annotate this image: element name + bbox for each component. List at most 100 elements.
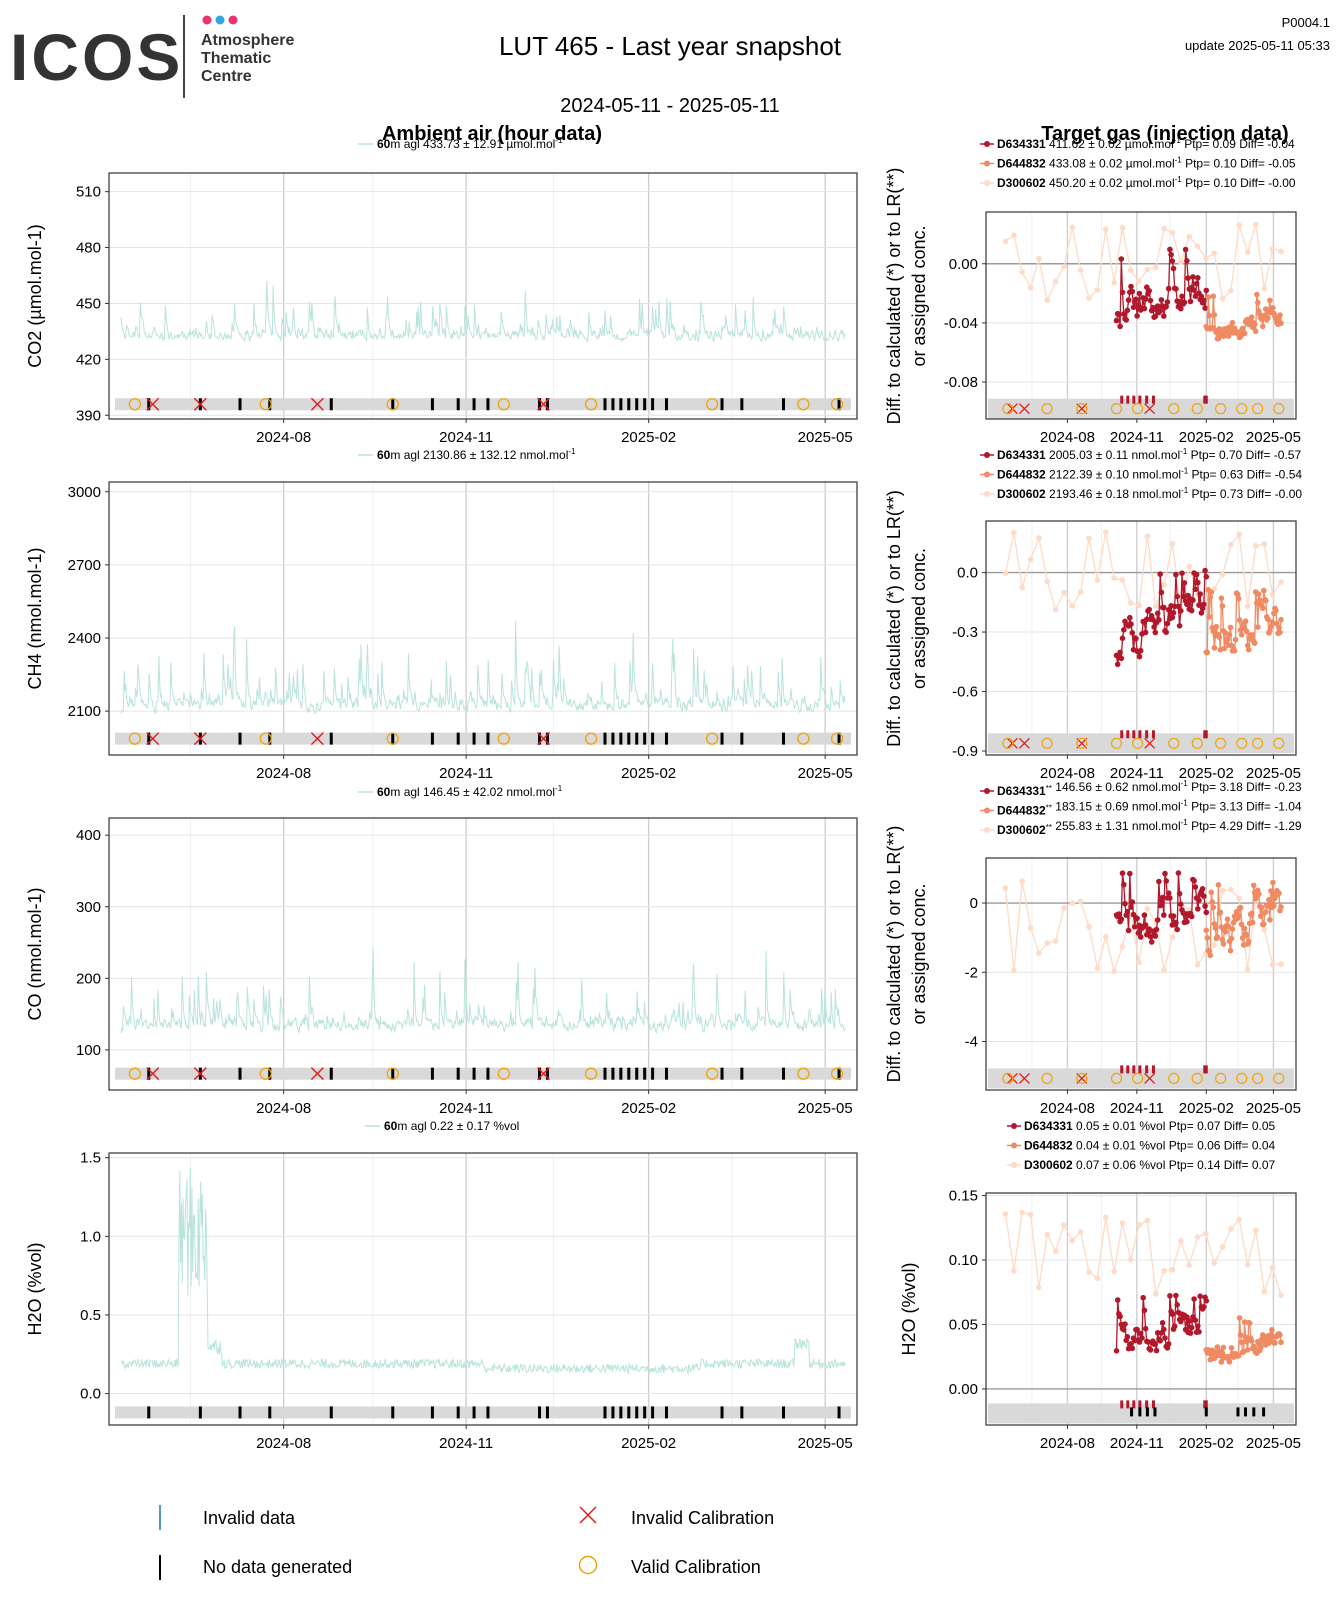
target-point [1162, 1335, 1168, 1341]
target-point [1159, 1320, 1166, 1326]
target-point [1206, 312, 1213, 319]
no-data-mark [456, 1406, 460, 1419]
target-column-title: Target gas (injection data) [1041, 123, 1288, 145]
target-point [1219, 936, 1226, 943]
target-point [1123, 317, 1129, 323]
target-point [1244, 966, 1251, 972]
target-legend-swatch [984, 452, 990, 458]
target-point [1118, 256, 1125, 262]
target-point [1152, 313, 1159, 320]
target-point [1263, 597, 1269, 604]
valid-calibration-mark [1041, 1072, 1053, 1085]
target-legend-text: D644832 433.08 ± 0.02 µmol.mol-1 Ptp= 0.… [997, 156, 1296, 171]
invalid-calibration-mark [1144, 403, 1156, 415]
target-point [1248, 1338, 1255, 1344]
no-data-mark [486, 1406, 490, 1419]
target-point [1228, 1345, 1235, 1351]
target-point [1124, 1334, 1131, 1340]
no-data-mark [627, 398, 631, 411]
target-point [1185, 275, 1191, 281]
x-tick-label: 2025-02 [621, 429, 676, 446]
y-tick-label: 0 [970, 895, 978, 912]
target-point [1044, 578, 1051, 585]
target-plot-background [986, 858, 1296, 1090]
target-point [1164, 620, 1171, 627]
target-point [1077, 1229, 1084, 1235]
target-point [1061, 905, 1067, 911]
target-point [1277, 1332, 1283, 1338]
valid-calibration-mark [1273, 1072, 1285, 1085]
target-flag-mark [1203, 1065, 1207, 1074]
target-point [1196, 897, 1202, 904]
target-point [1127, 600, 1134, 606]
target-point [1170, 265, 1177, 272]
target-point [1261, 926, 1268, 933]
target-point [1203, 255, 1209, 261]
target-legend-text: D634331** 146.56 ± 0.62 nmol.mol-1 Ptp= … [997, 779, 1302, 798]
target-point [1237, 1332, 1244, 1338]
no-data-mark [1153, 1407, 1157, 1417]
target-point [1153, 264, 1159, 271]
no-data-mark [1252, 1407, 1256, 1417]
target-point [1244, 1262, 1251, 1268]
target-point [1190, 597, 1196, 603]
no-data-mark [1145, 1407, 1149, 1417]
target-point [1136, 1339, 1143, 1345]
target-point [1253, 1227, 1259, 1234]
target-legend-swatch [984, 141, 990, 147]
target-point [1203, 1298, 1210, 1304]
target-point [1218, 595, 1225, 601]
target-point [1242, 618, 1249, 624]
x-tick-label: 2025-05 [798, 1100, 853, 1117]
target-point [1036, 1284, 1042, 1291]
valid-calibration-mark [1273, 737, 1285, 749]
target-point [1228, 1226, 1234, 1232]
target-point [1265, 315, 1271, 321]
target-point [1271, 903, 1277, 909]
target-point [1231, 648, 1238, 654]
valid-calibration-mark [1168, 1072, 1180, 1085]
target-point [1157, 571, 1163, 577]
no-data-mark [611, 732, 615, 745]
target-flag-mark [1204, 395, 1208, 404]
target-point [1206, 948, 1213, 954]
valid-calibration-mark [1110, 1072, 1123, 1085]
y-tick-label: 2700 [68, 557, 101, 574]
y-tick-label: 1.5 [80, 1150, 101, 1167]
target-point [1178, 608, 1184, 614]
target-point [1197, 1293, 1203, 1299]
target-point [1142, 296, 1149, 302]
target-point [1224, 636, 1231, 643]
target-point [1186, 233, 1192, 240]
target-point [1162, 870, 1168, 877]
target-point [1153, 1347, 1160, 1354]
target-point [1195, 906, 1201, 912]
target-point [1052, 606, 1059, 613]
valid-calibration-mark [797, 1067, 810, 1080]
y-tick-label: 0.5 [80, 1307, 101, 1324]
no-data-mark [740, 398, 744, 411]
no-data-mark [837, 1406, 841, 1419]
target-point [1213, 623, 1220, 630]
target-point [1246, 1320, 1253, 1326]
target-point [1220, 941, 1227, 947]
target-point [1127, 870, 1133, 877]
target-point [1163, 878, 1169, 884]
y-tick-label: 0.00 [949, 256, 978, 273]
valid-calibration-mark [584, 1067, 598, 1080]
no-data-mark [643, 732, 647, 745]
target-point [1216, 634, 1223, 640]
target-point [1277, 312, 1283, 318]
valid-calibration-mark [1251, 1072, 1264, 1085]
valid-calibration-mark [259, 398, 272, 411]
target-point [1269, 246, 1276, 252]
no-data-mark [391, 1406, 395, 1419]
x-tick-label: 2025-02 [621, 1100, 676, 1117]
no-data-mark [837, 1067, 841, 1080]
valid-calibration-mark [705, 1067, 719, 1080]
target-point [1244, 249, 1251, 255]
valid-calibration-mark [497, 732, 510, 745]
target-point [1186, 1318, 1193, 1324]
target-point [1203, 927, 1210, 934]
target-point [1131, 924, 1138, 930]
